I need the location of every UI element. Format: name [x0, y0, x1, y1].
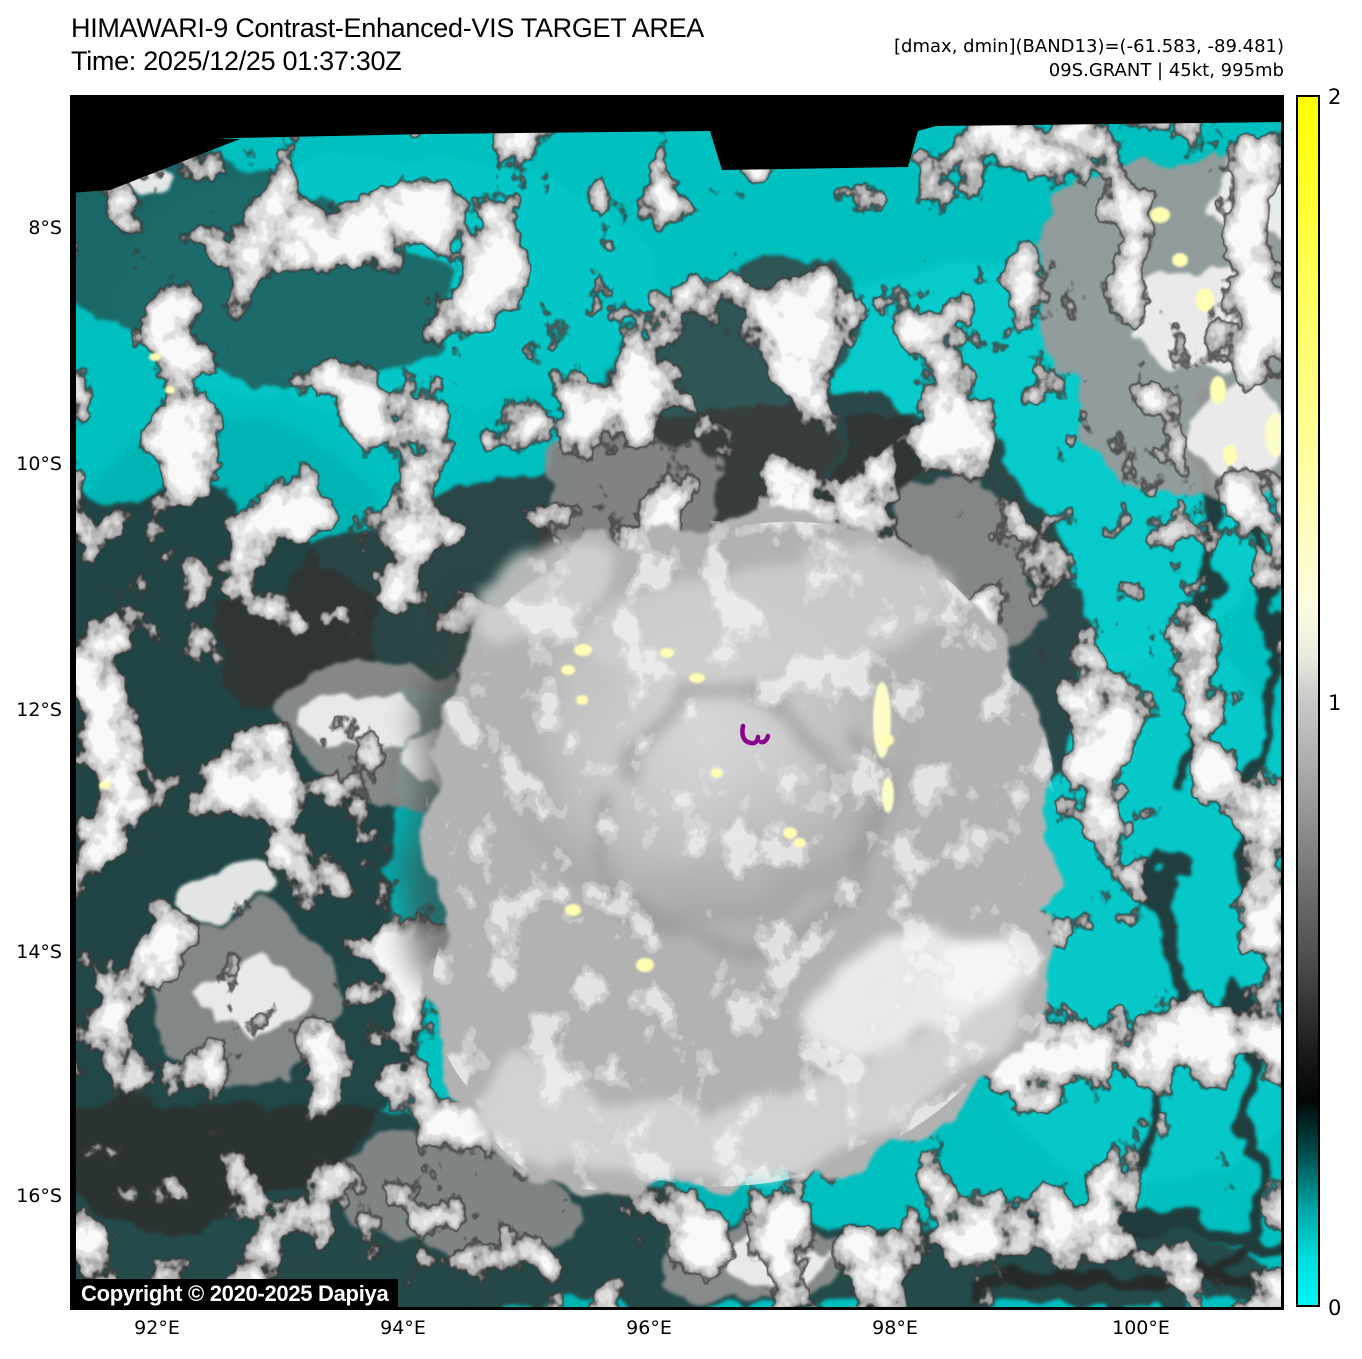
lon-tick: 92°E [134, 1317, 180, 1339]
image-frame [70, 95, 1284, 1310]
hot-tower-yellow-spots [99, 207, 1284, 972]
lat-tick: 8°S [28, 217, 62, 239]
satellite-image [70, 95, 1284, 1310]
lon-tick: 100°E [1112, 1317, 1170, 1339]
colorbar [1296, 95, 1320, 1307]
storm-center-fix-icon [740, 723, 771, 746]
figure-time: Time: 2025/12/25 01:37:30Z [71, 46, 402, 76]
lon-tick: 96°E [626, 1317, 672, 1339]
lon-tick: 98°E [872, 1317, 918, 1339]
lat-tick: 16°S [16, 1185, 62, 1207]
colorbar-tick: 2 [1328, 85, 1342, 109]
missing-scan-bar [70, 95, 1284, 193]
copyright-label: Copyright © 2020-2025 Dapiya [73, 1279, 399, 1309]
colorbar-tick: 0 [1328, 1296, 1342, 1320]
storm-info-annotation: 09S.GRANT | 45kt, 995mb [1048, 60, 1284, 81]
page-title: HIMAWARI-9 Contrast-Enhanced-VIS TARGET … [71, 13, 705, 43]
lon-tick: 94°E [380, 1317, 426, 1339]
lat-tick: 10°S [16, 453, 62, 475]
lat-tick: 14°S [16, 941, 62, 963]
band-info-annotation: [dmax, dmin](BAND13)=(-61.583, -89.481) [894, 36, 1284, 57]
lat-tick: 12°S [16, 699, 62, 721]
figure-annotations: [dmax, dmin](BAND13)=(-61.583, -89.481) … [894, 35, 1284, 83]
cyclone-clouds [403, 520, 1060, 1199]
colorbar-tick: 1 [1328, 691, 1342, 715]
